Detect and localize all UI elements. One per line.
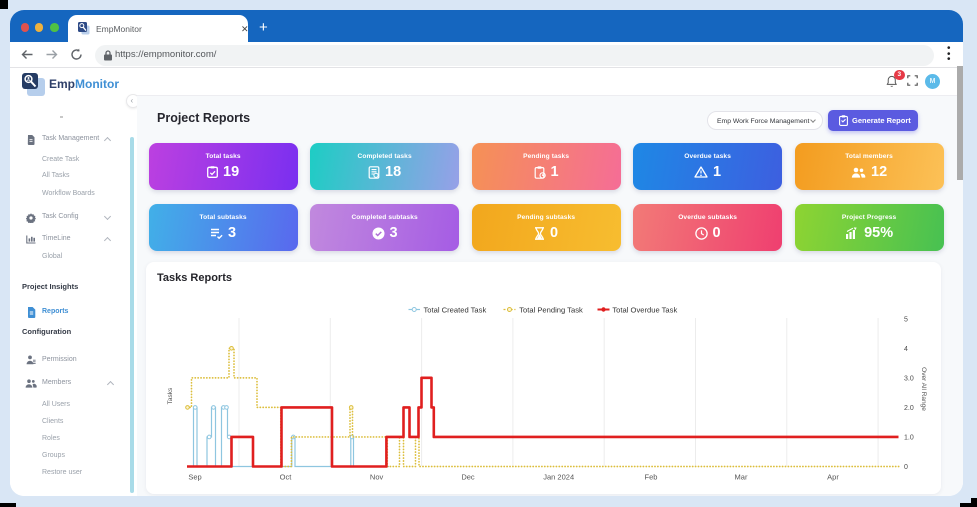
svg-text:1.0: 1.0 xyxy=(904,434,914,441)
svg-text:Total Pending Task: Total Pending Task xyxy=(519,305,583,314)
svg-text:Tasks Reports: Tasks Reports xyxy=(157,272,232,284)
svg-text:Total Overdue Task: Total Overdue Task xyxy=(612,305,677,314)
svg-text:3.0: 3.0 xyxy=(904,375,914,382)
svg-text:5: 5 xyxy=(904,316,908,323)
svg-text:Feb: Feb xyxy=(645,473,658,482)
svg-text:Nov: Nov xyxy=(370,473,384,482)
svg-text:4: 4 xyxy=(904,346,908,353)
svg-text:2.0: 2.0 xyxy=(904,405,914,412)
svg-text:Dec: Dec xyxy=(461,473,475,482)
svg-text:Total Created Task: Total Created Task xyxy=(424,305,487,314)
svg-text:Sep: Sep xyxy=(188,473,201,482)
svg-text:0: 0 xyxy=(904,464,908,471)
svg-text:Over All Range: Over All Range xyxy=(920,367,927,411)
svg-text:Apr: Apr xyxy=(827,473,839,482)
svg-text:Tasks: Tasks xyxy=(167,387,174,404)
svg-text:Jan 2024: Jan 2024 xyxy=(543,473,574,482)
svg-text:Oct: Oct xyxy=(280,473,293,482)
svg-text:Mar: Mar xyxy=(735,473,748,482)
